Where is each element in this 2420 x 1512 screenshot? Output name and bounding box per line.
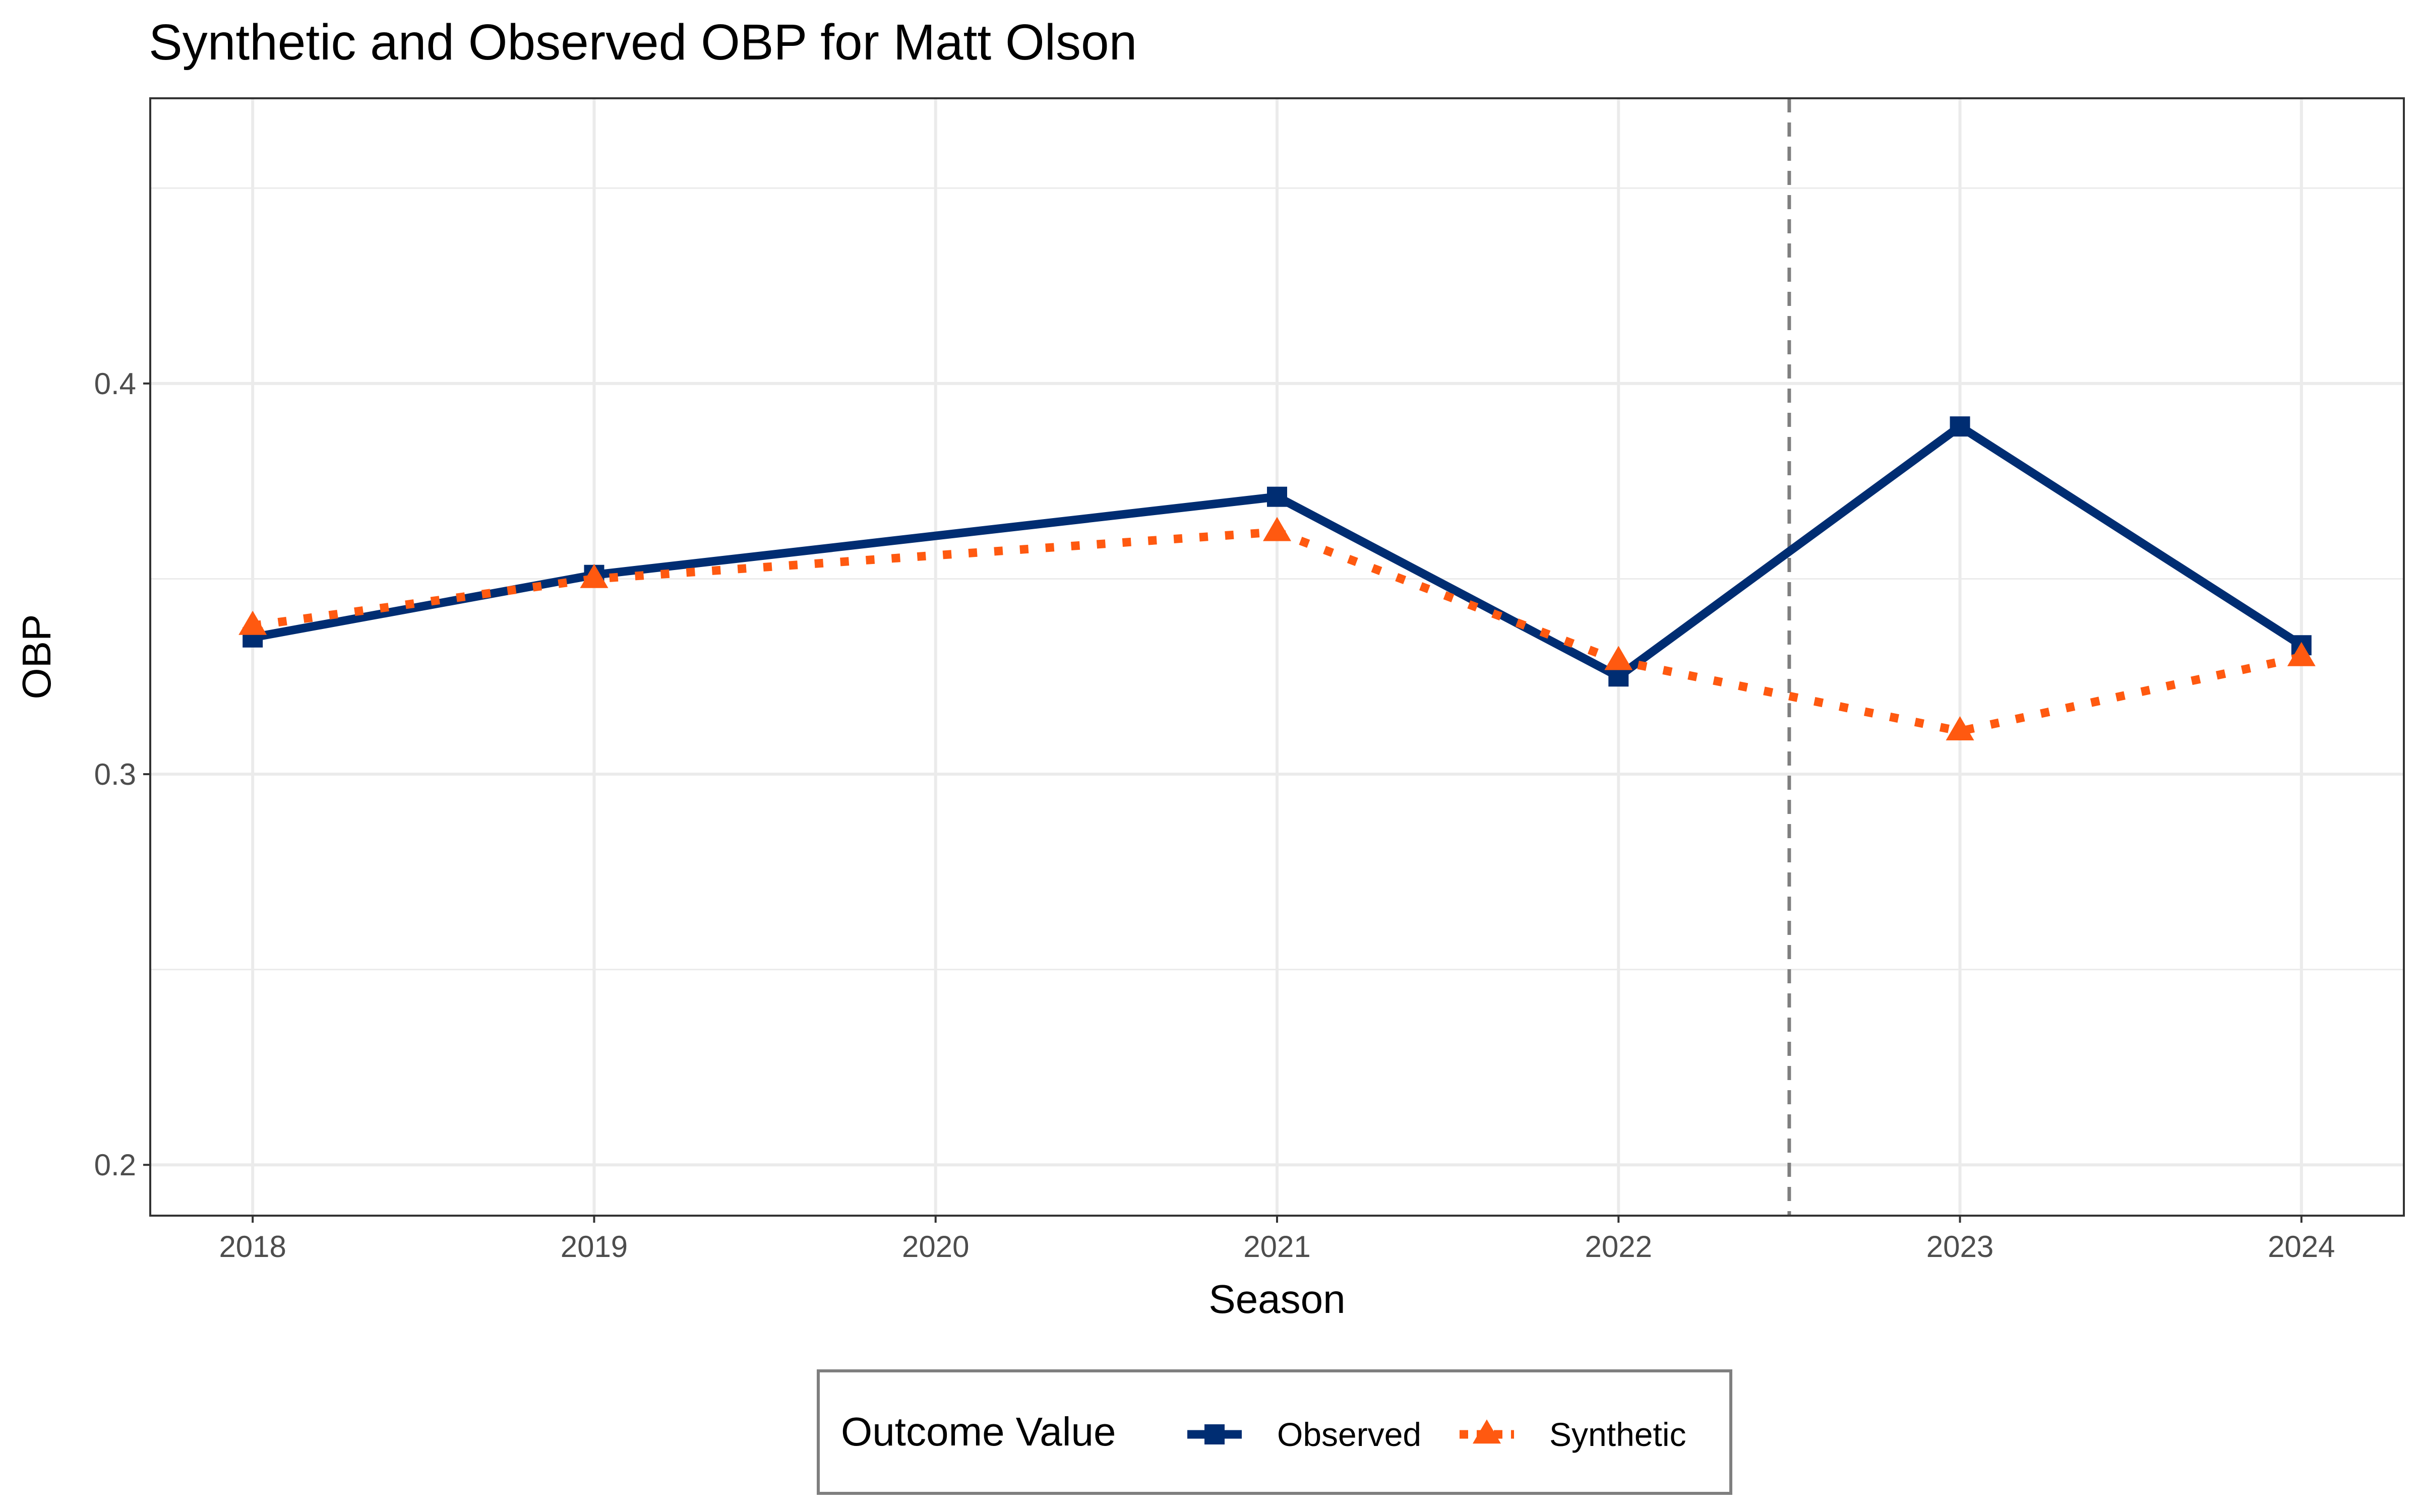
legend-key-marker-synthetic bbox=[1473, 1419, 1501, 1444]
data-point-synthetic bbox=[1263, 517, 1291, 541]
data-point-observed bbox=[1950, 416, 1970, 437]
plot-area bbox=[149, 97, 2405, 1217]
y-axis-title: OBP bbox=[14, 614, 59, 700]
x-tick-label: 2019 bbox=[561, 1230, 628, 1264]
x-tick-label: 2024 bbox=[2268, 1230, 2335, 1264]
data-point-synthetic bbox=[1946, 716, 1974, 741]
x-axis-title: Season bbox=[1208, 1277, 1345, 1321]
x-tick-label: 2022 bbox=[1585, 1230, 1652, 1264]
y-tick-label: 0.2 bbox=[94, 1148, 136, 1182]
legend-key-marker-observed bbox=[1204, 1424, 1225, 1444]
y-tick-label: 0.3 bbox=[94, 758, 136, 791]
legend-box bbox=[817, 1369, 1732, 1495]
data-point-synthetic bbox=[2287, 642, 2316, 666]
x-tick-label: 2021 bbox=[1243, 1230, 1310, 1264]
data-point-synthetic bbox=[238, 610, 267, 635]
series-line-synthetic bbox=[252, 527, 2303, 736]
legend-label-synthetic: Synthetic bbox=[1549, 1416, 1686, 1453]
legend-items: Observed Synthetic bbox=[1187, 1416, 1686, 1453]
legend-item-observed: Observed bbox=[1187, 1416, 1421, 1453]
legend-title: Outcome Value bbox=[841, 1409, 1116, 1454]
legend-label-observed: Observed bbox=[1277, 1416, 1421, 1453]
chart-title: Synthetic and Observed OBP for Matt Olso… bbox=[149, 14, 1137, 71]
legend-item-synthetic: Synthetic bbox=[1460, 1416, 1686, 1453]
x-tick-label: 2023 bbox=[1926, 1230, 1993, 1264]
series-synthetic bbox=[238, 517, 2316, 741]
x-tick-label: 2018 bbox=[219, 1230, 286, 1264]
data-point-observed bbox=[1267, 486, 1287, 507]
data-point-synthetic bbox=[1604, 646, 1633, 670]
x-tick-label: 2020 bbox=[902, 1230, 969, 1264]
y-tick-label: 0.4 bbox=[94, 367, 136, 401]
axis-layer: 2018 2019 2020 2021 2022 2023 2024 0.2 0.3 0.4 bbox=[94, 367, 2335, 1264]
series-layer bbox=[238, 416, 2316, 741]
data-point-synthetic bbox=[580, 563, 609, 588]
legend: Outcome Value Observed Synthetic bbox=[817, 1369, 1732, 1495]
